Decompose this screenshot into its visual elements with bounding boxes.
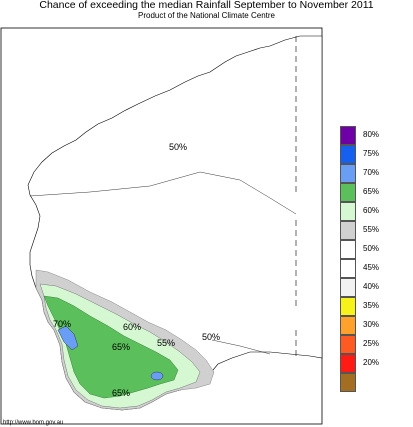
legend-swatch [340,278,356,297]
region-70-west [57,325,79,351]
label-50-southeast: 50% [202,332,221,342]
legend-swatch [340,126,356,145]
legend-label: 55% [363,225,380,234]
legend-item: 40% [336,276,386,298]
label-65-south: 65% [112,388,131,398]
legend-item: 65% [336,181,386,203]
legend-swatch [340,240,356,259]
legend-label: 45% [363,263,380,272]
legend-label: 75% [363,149,380,158]
legend-item: 35% [336,295,386,317]
legend-label: 60% [363,206,380,215]
source-credit: http://www.bom.gov.au [3,420,64,426]
legend-item: 50% [336,238,386,260]
legend-item: 80% [336,124,386,146]
legend-swatch [340,354,356,373]
label-70: 70% [53,319,72,329]
legend-item [336,371,386,393]
map-subtitle: Product of the National Climate Centre [138,11,275,20]
legend-swatch [340,183,356,202]
legend-swatch [340,145,356,164]
divide-line-south [211,339,271,355]
legend-item: 75% [336,143,386,165]
legend-item: 70% [336,162,386,184]
label-65-north: 65% [112,342,131,352]
legend-label: 20% [363,358,380,367]
legend-swatch [340,373,356,392]
legend-label: 35% [363,301,380,310]
legend-item: 55% [336,219,386,241]
legend-swatch [340,259,356,278]
legend-label: 50% [363,244,380,253]
legend-label: 80% [363,130,380,139]
legend-item: 45% [336,257,386,279]
label-50-north: 50% [169,142,188,152]
divide-line-north [29,171,297,215]
legend-item: 20% [336,352,386,374]
legend-label: 40% [363,282,380,291]
legend-swatch [340,221,356,240]
legend-swatch [340,202,356,221]
legend-swatch [340,164,356,183]
legend-item: 25% [336,333,386,355]
legend-label: 30% [363,320,380,329]
legend-swatch [340,316,356,335]
legend-item: 30% [336,314,386,336]
legend-label: 25% [363,339,380,348]
label-60: 60% [123,322,142,332]
legend: 80% 75% 70% 65% 60% 55% 50% 45% 40% 35% … [336,124,386,400]
legend-swatch [340,335,356,354]
map-title: Chance of exceeding the median Rainfall … [39,0,374,11]
legend-label: 70% [363,168,380,177]
legend-item: 60% [336,200,386,222]
label-55: 55% [157,338,176,348]
legend-swatch [340,297,356,316]
legend-label: 65% [363,187,380,196]
region-70-east [150,371,164,381]
